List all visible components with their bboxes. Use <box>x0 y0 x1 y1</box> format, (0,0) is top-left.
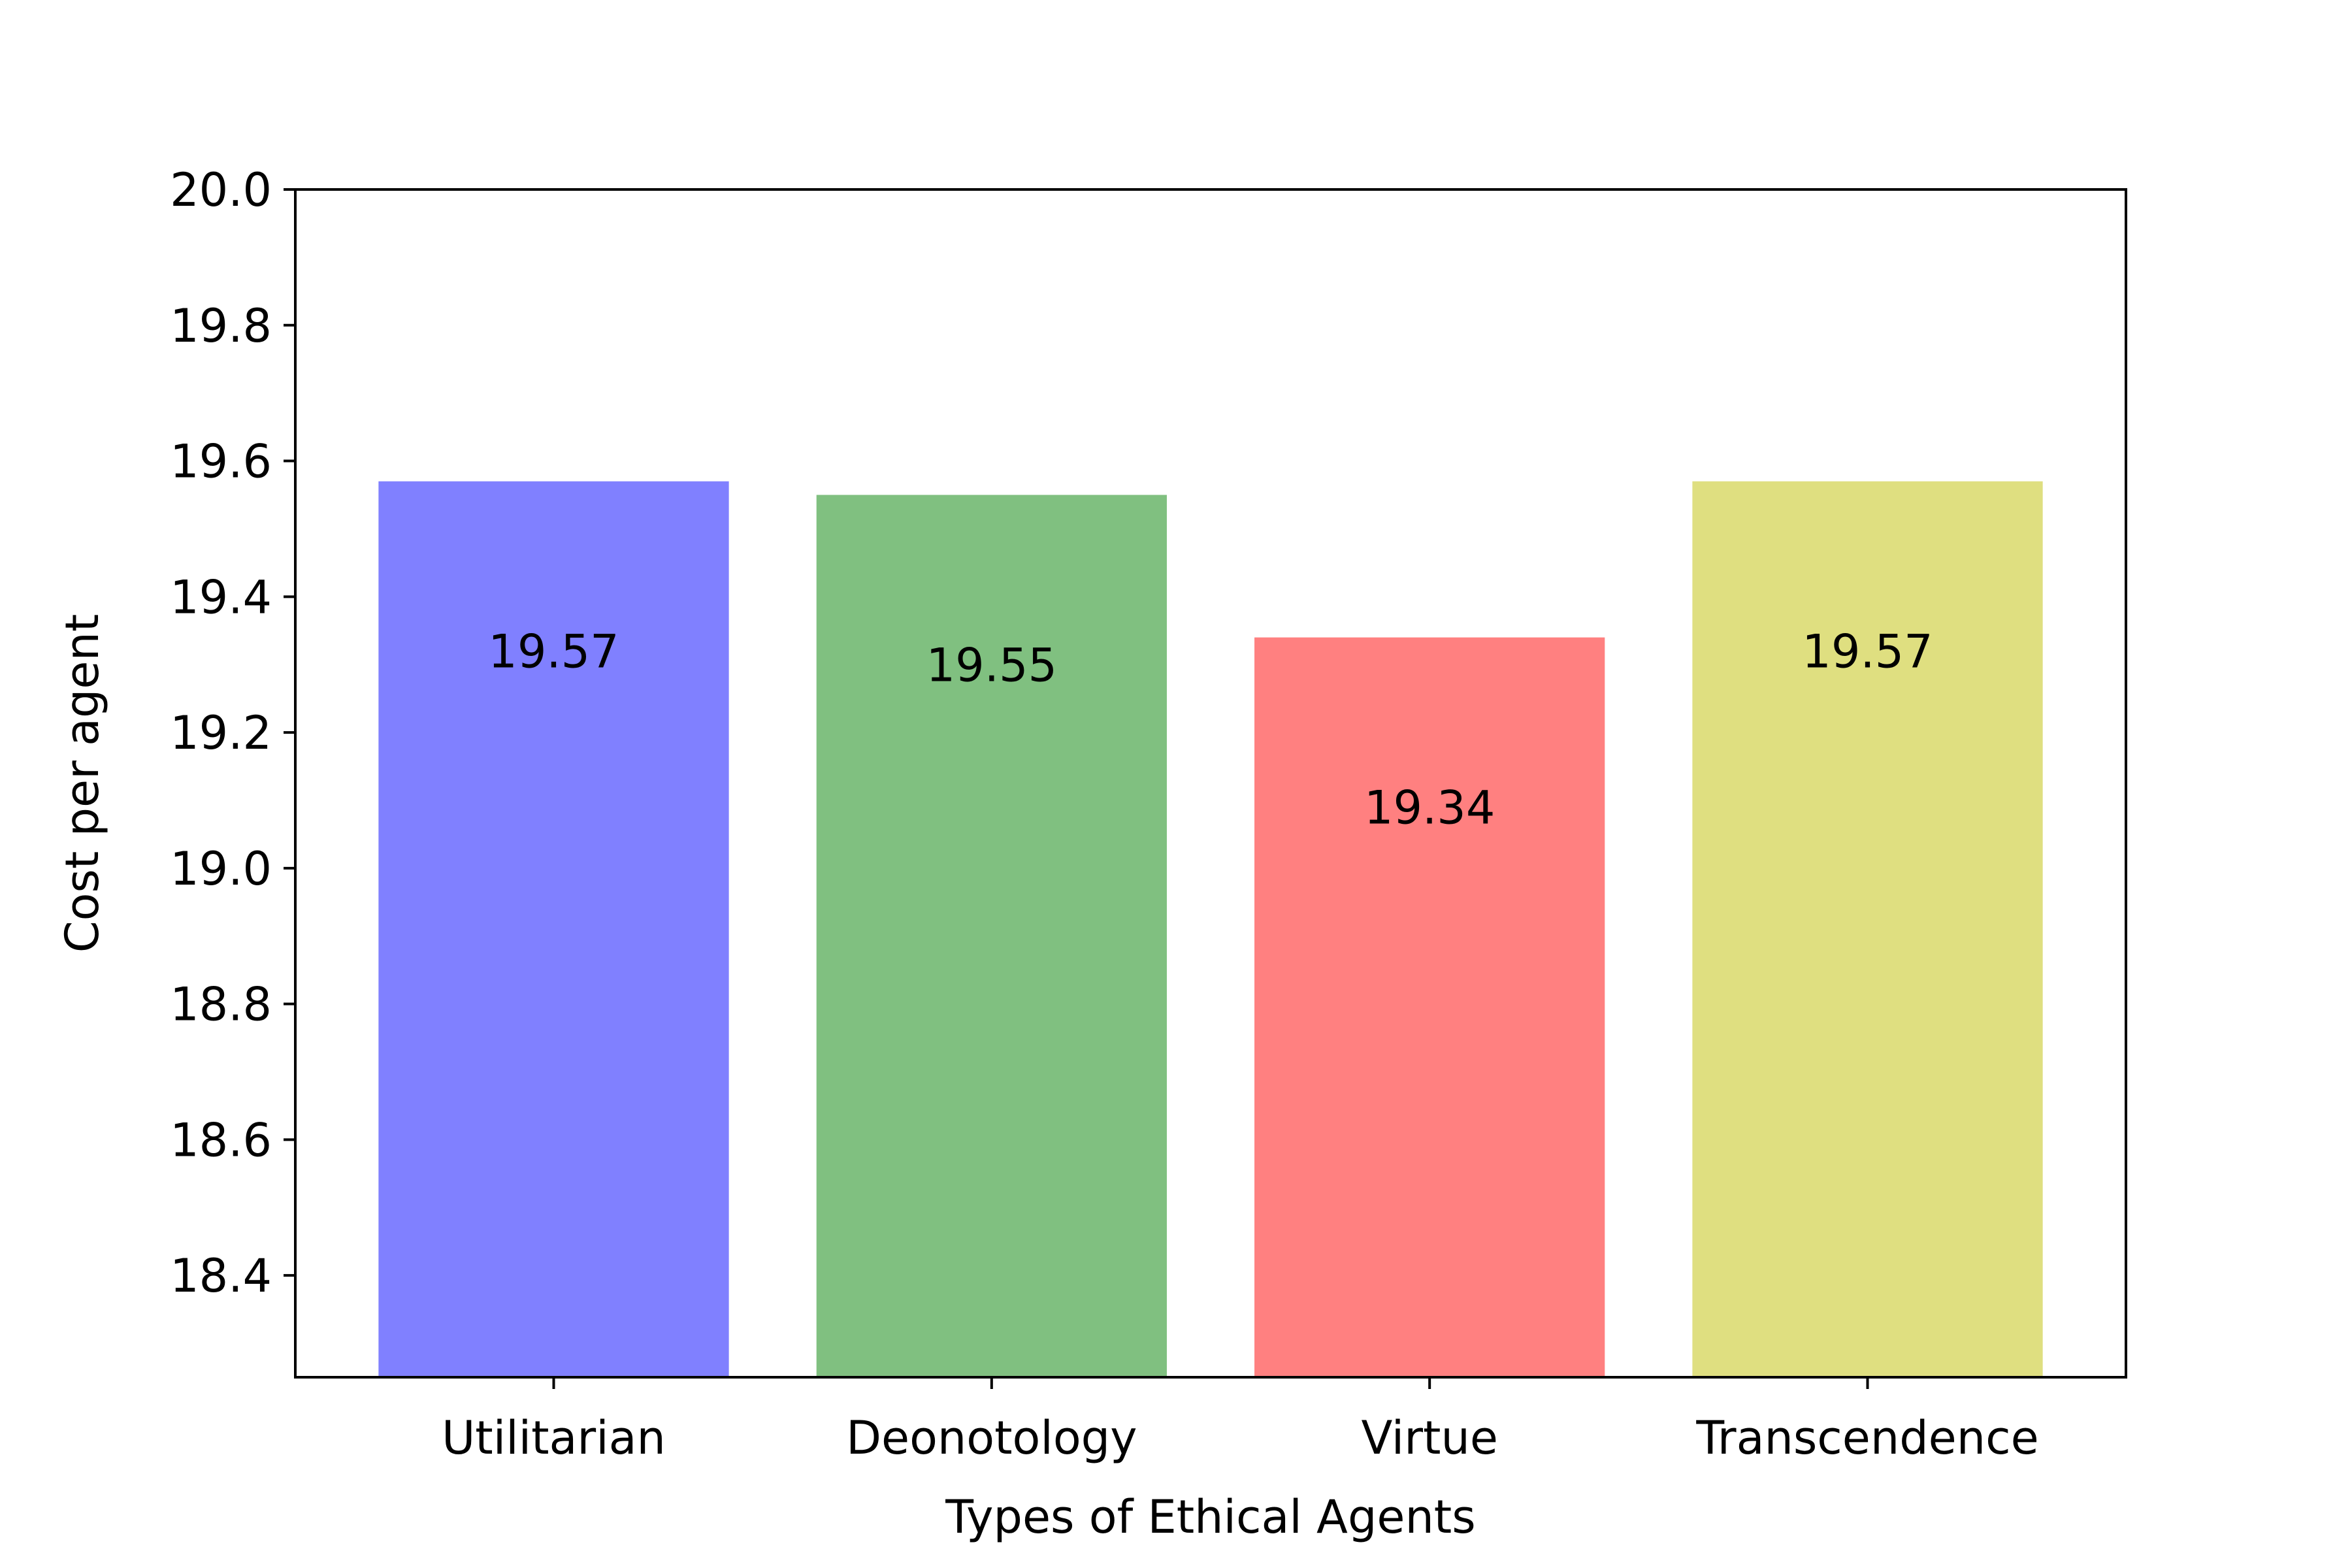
y-tick-label: 19.4 <box>170 570 272 624</box>
x-tick-label-transcendence: Transcendence <box>1695 1411 2038 1465</box>
data-label-utilitarian: 19.57 <box>488 625 619 679</box>
bar-virtue <box>1254 637 1605 1377</box>
data-label-virtue: 19.34 <box>1364 781 1495 835</box>
x-tick-label-virtue: Virtue <box>1361 1411 1497 1465</box>
x-tick-label-utilitarian: Utilitarian <box>442 1411 666 1465</box>
y-tick-label: 18.6 <box>170 1113 272 1167</box>
bar-deonotology <box>816 495 1167 1377</box>
x-axis-label: Types of Ethical Agents <box>945 1490 1475 1544</box>
y-tick-label: 19.6 <box>170 435 272 489</box>
plot-area: 19.57 Utilitarian 19.55 Deonotology 19.34 Vir… <box>170 163 2127 1465</box>
y-tick-label: 19.8 <box>170 299 272 353</box>
bar-transcendence <box>1692 481 2043 1378</box>
data-label-deonotology: 19.55 <box>926 638 1057 692</box>
y-tick-label: 19.2 <box>170 706 272 760</box>
plot-frame <box>294 188 2127 1379</box>
bar-utilitarian <box>378 481 729 1378</box>
y-tick-label: 18.4 <box>170 1249 272 1303</box>
x-tick-label-deonotology: Deonotology <box>846 1411 1137 1465</box>
y-axis-label: Cost per agent <box>56 614 109 953</box>
y-tick-label: 19.0 <box>170 842 272 896</box>
data-label-transcendence: 19.57 <box>1802 625 1933 679</box>
y-tick-label: 20.0 <box>170 163 272 217</box>
y-tick-label: 18.8 <box>170 978 272 1032</box>
